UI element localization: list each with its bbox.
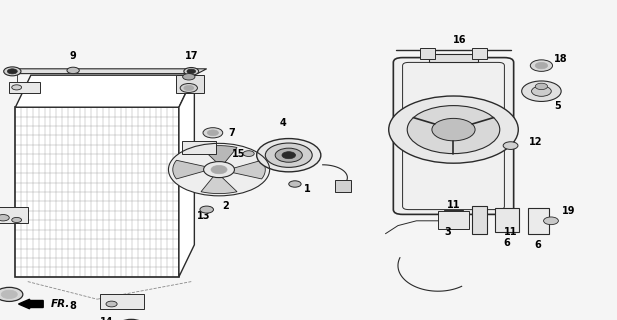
Circle shape: [521, 81, 561, 101]
Circle shape: [0, 214, 9, 221]
Polygon shape: [15, 75, 194, 107]
Bar: [335, 180, 350, 192]
Text: FR.: FR.: [51, 299, 70, 309]
Circle shape: [536, 62, 548, 69]
Text: 11: 11: [447, 200, 460, 210]
Polygon shape: [201, 146, 237, 170]
Polygon shape: [219, 160, 265, 179]
Circle shape: [503, 142, 518, 149]
Text: 6: 6: [504, 238, 510, 248]
Text: 3: 3: [444, 227, 450, 237]
FancyArrow shape: [19, 299, 43, 309]
Circle shape: [207, 130, 218, 136]
Circle shape: [211, 165, 227, 174]
Circle shape: [106, 301, 117, 307]
Circle shape: [243, 151, 254, 156]
Circle shape: [200, 206, 213, 213]
Polygon shape: [201, 170, 237, 194]
Circle shape: [282, 152, 296, 159]
Text: 13: 13: [197, 211, 210, 221]
Text: 8: 8: [69, 300, 76, 311]
Circle shape: [407, 106, 500, 154]
Polygon shape: [173, 160, 219, 179]
Circle shape: [67, 67, 79, 74]
Circle shape: [187, 69, 196, 74]
Circle shape: [168, 143, 270, 196]
Circle shape: [544, 217, 558, 225]
Circle shape: [203, 128, 223, 138]
Text: 14: 14: [100, 316, 114, 320]
Bar: [0, 206, 28, 222]
Text: 12: 12: [529, 137, 542, 148]
Circle shape: [289, 181, 301, 187]
Bar: [528, 208, 549, 234]
Circle shape: [257, 139, 321, 172]
Text: 9: 9: [70, 51, 77, 61]
Circle shape: [204, 162, 234, 178]
Text: 7: 7: [228, 128, 235, 138]
Polygon shape: [6, 69, 207, 74]
Text: 16: 16: [453, 35, 466, 45]
Polygon shape: [15, 107, 179, 277]
Text: 19: 19: [561, 206, 575, 216]
Bar: [438, 211, 469, 229]
Text: 4: 4: [280, 118, 286, 128]
Circle shape: [536, 83, 548, 90]
Bar: [429, 54, 478, 62]
Bar: [444, 210, 463, 222]
Text: 18: 18: [553, 54, 568, 64]
Text: 2: 2: [222, 201, 228, 212]
Bar: [101, 294, 144, 309]
Bar: [420, 48, 435, 59]
Circle shape: [265, 143, 312, 167]
Circle shape: [7, 69, 17, 74]
Circle shape: [183, 74, 195, 80]
Circle shape: [12, 85, 22, 90]
Text: 17: 17: [184, 51, 198, 61]
Bar: [9, 82, 40, 93]
Bar: [176, 75, 204, 93]
Text: 15: 15: [232, 148, 246, 159]
Circle shape: [531, 60, 553, 71]
Polygon shape: [179, 75, 194, 277]
Circle shape: [532, 86, 552, 96]
Circle shape: [0, 287, 23, 301]
Circle shape: [184, 68, 199, 75]
Bar: [472, 48, 487, 59]
Text: 1: 1: [304, 184, 310, 194]
Text: 6: 6: [535, 240, 541, 250]
Circle shape: [432, 118, 475, 141]
Circle shape: [184, 85, 194, 91]
Bar: [182, 141, 216, 154]
Circle shape: [4, 67, 21, 76]
Text: 5: 5: [553, 100, 560, 111]
FancyBboxPatch shape: [394, 58, 513, 214]
Bar: [495, 208, 519, 232]
Circle shape: [118, 319, 145, 320]
Circle shape: [1, 290, 17, 299]
Bar: [472, 206, 487, 234]
Circle shape: [12, 217, 22, 222]
Circle shape: [180, 84, 197, 92]
Circle shape: [275, 148, 302, 162]
Text: 11: 11: [504, 227, 517, 237]
Circle shape: [389, 96, 518, 163]
